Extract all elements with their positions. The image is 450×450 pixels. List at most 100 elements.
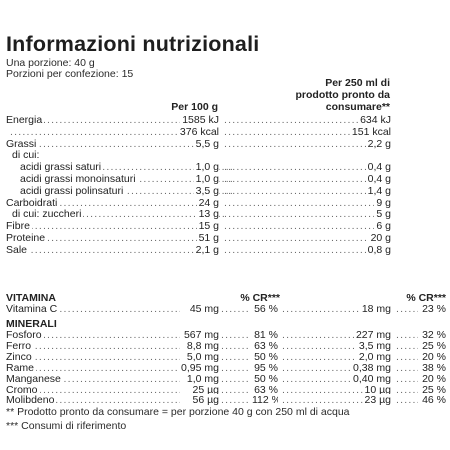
value-per-100g: 51 g [196, 232, 219, 245]
column-header-per-100g: Per 100 g [171, 101, 218, 113]
value-per-250ml: 634 kJ [358, 114, 391, 127]
table-row: ........................................… [6, 339, 446, 353]
dot-leader: ........................................ [396, 329, 422, 341]
value-per-250ml: 0,38 mg [351, 361, 391, 375]
value-per-250ml: 151 kcal [349, 125, 391, 139]
page-title: Informazioni nutrizionali [6, 32, 260, 56]
cr-percent-per-250ml: 20 % [418, 372, 446, 386]
cr-percent-per-250ml: 23 % [418, 303, 446, 316]
dot-leader: ........................................ [396, 350, 422, 363]
table-row: ........................................… [6, 161, 446, 175]
value-per-250ml: 0,40 mg [351, 372, 391, 386]
nutrient-label: Proteine [6, 232, 48, 245]
nutrient-label: acidi grassi polinsaturi [20, 184, 126, 198]
table-row: ........................................… [6, 173, 446, 186]
table-row: ........................................… [6, 383, 446, 397]
value-per-100g: 15 g [196, 220, 219, 234]
vitamin-cr-header-2: % CR*** [406, 292, 446, 304]
value-per-100g: 376 kcal [177, 125, 219, 139]
nutrient-label: acidi grassi monoinsaturi [20, 173, 138, 186]
nutrient-label: acidi grassi saturi [20, 161, 104, 175]
nutrient-label: Manganese [6, 372, 63, 386]
nutrient-label: Rame [6, 361, 37, 375]
nutrient-label: Ferro [6, 339, 34, 353]
cr-percent-per-100g: 50 % [250, 372, 278, 386]
dot-leader: ........................................… [10, 137, 220, 150]
cr-percent-per-100g: 56 % [250, 303, 278, 316]
value-per-250ml: 23 µg [362, 394, 391, 408]
cr-percent-per-250ml: 20 % [418, 350, 446, 364]
value-per-100g: 1,0 g [193, 173, 219, 186]
table-row: ........................................… [6, 220, 446, 234]
minerals-section-title: MINERALI [6, 318, 57, 330]
nutrient-label: Molibdeno [6, 394, 57, 408]
value-per-250ml: 2,2 g [365, 137, 391, 151]
dot-leader: ........................................ [396, 339, 422, 352]
value-per-250ml: 0,4 g [365, 161, 391, 175]
dot-leader: ........................................… [10, 361, 180, 374]
value-per-100g: 1,0 mg [184, 372, 219, 386]
value-per-100g: 8,8 mg [184, 339, 219, 353]
dot-leader: ........................................… [224, 114, 392, 126]
value-per-250ml: 1,4 g [365, 184, 391, 198]
cr-percent-per-250ml: 46 % [418, 394, 446, 408]
table-row: ........................................… [6, 303, 446, 316]
nutrient-label: Grassi [6, 137, 39, 151]
column-header-line: prodotto pronto da [295, 89, 390, 101]
cr-percent-per-100g: 63 % [250, 339, 278, 353]
dot-leader: ........................................ [396, 372, 422, 385]
table-row: ........................................… [6, 394, 446, 408]
dot-leader: ........................................… [10, 220, 220, 233]
column-header-line: Per 250 ml di [325, 77, 390, 89]
value-per-250ml: 3,5 mg [356, 339, 391, 353]
value-per-100g: 2,1 g [193, 243, 219, 257]
table-row: ........................................… [6, 184, 446, 198]
value-per-250ml: 9 g [374, 196, 391, 210]
value-per-250ml: 6 g [374, 220, 391, 234]
dot-leader: ........................................ [396, 361, 422, 374]
cr-percent-per-100g: 50 % [250, 350, 278, 364]
footnote-reference-intake: *** Consumi di riferimento [6, 420, 127, 432]
cr-percent-per-100g: 63 % [250, 383, 278, 397]
table-row: ........................................… [6, 243, 446, 257]
dot-leader: ........................................… [10, 125, 220, 138]
nutrient-label: Energia [6, 114, 45, 127]
value-per-250ml: 20 g [368, 232, 391, 245]
dot-leader: ........................................… [10, 329, 180, 341]
value-per-250ml: 18 mg [359, 303, 391, 316]
dot-leader: ........................................… [224, 184, 392, 197]
dot-leader: ........................................… [10, 339, 180, 352]
portion-size: Una porzione: 40 g [6, 57, 95, 69]
nutrient-label: di cui: zuccheri [12, 208, 84, 222]
value-per-100g: 567 mg [181, 329, 219, 342]
dot-leader: ........................................… [10, 196, 220, 209]
table-row: ........................................… [6, 208, 446, 222]
value-per-250ml: 5 g [374, 208, 391, 222]
table-row: ........................................… [6, 196, 446, 210]
dot-leader: ........................................… [224, 173, 392, 185]
cr-percent-per-250ml: 32 % [418, 329, 446, 342]
dot-leader: ........................................ [396, 394, 422, 407]
portions-per-pack: Porzioni per confezione: 15 [6, 68, 134, 80]
vitamin-section-title: VITAMINA [6, 292, 56, 304]
table-row: ........................................… [6, 329, 446, 342]
nutrient-label: Vitamina C [6, 303, 60, 316]
value-per-100g: 1585 kJ [180, 114, 219, 127]
cr-percent-per-100g: 81 % [250, 329, 278, 342]
dot-leader: ........................................… [10, 243, 220, 256]
table-row: ........................................… [6, 372, 446, 386]
table-row: ........................................… [6, 350, 446, 364]
value-per-100g: 45 mg [187, 303, 219, 316]
vitamin-cr-header-1: % CR*** [240, 292, 280, 304]
column-header-line: consumare** [325, 101, 390, 113]
nutrient-label: Sale [6, 243, 30, 257]
dot-leader: ........................................… [10, 350, 180, 363]
value-per-250ml: 2,0 mg [356, 350, 391, 364]
nutrient-label: di cui: [12, 149, 42, 163]
table-row: ........................................… [6, 125, 446, 139]
dot-leader: ........................................… [224, 232, 392, 244]
value-per-100g: 56 µg [190, 394, 219, 408]
table-row: di cui: [6, 149, 446, 163]
dot-leader: ........................................… [224, 220, 392, 233]
table-row: ........................................… [6, 232, 446, 245]
